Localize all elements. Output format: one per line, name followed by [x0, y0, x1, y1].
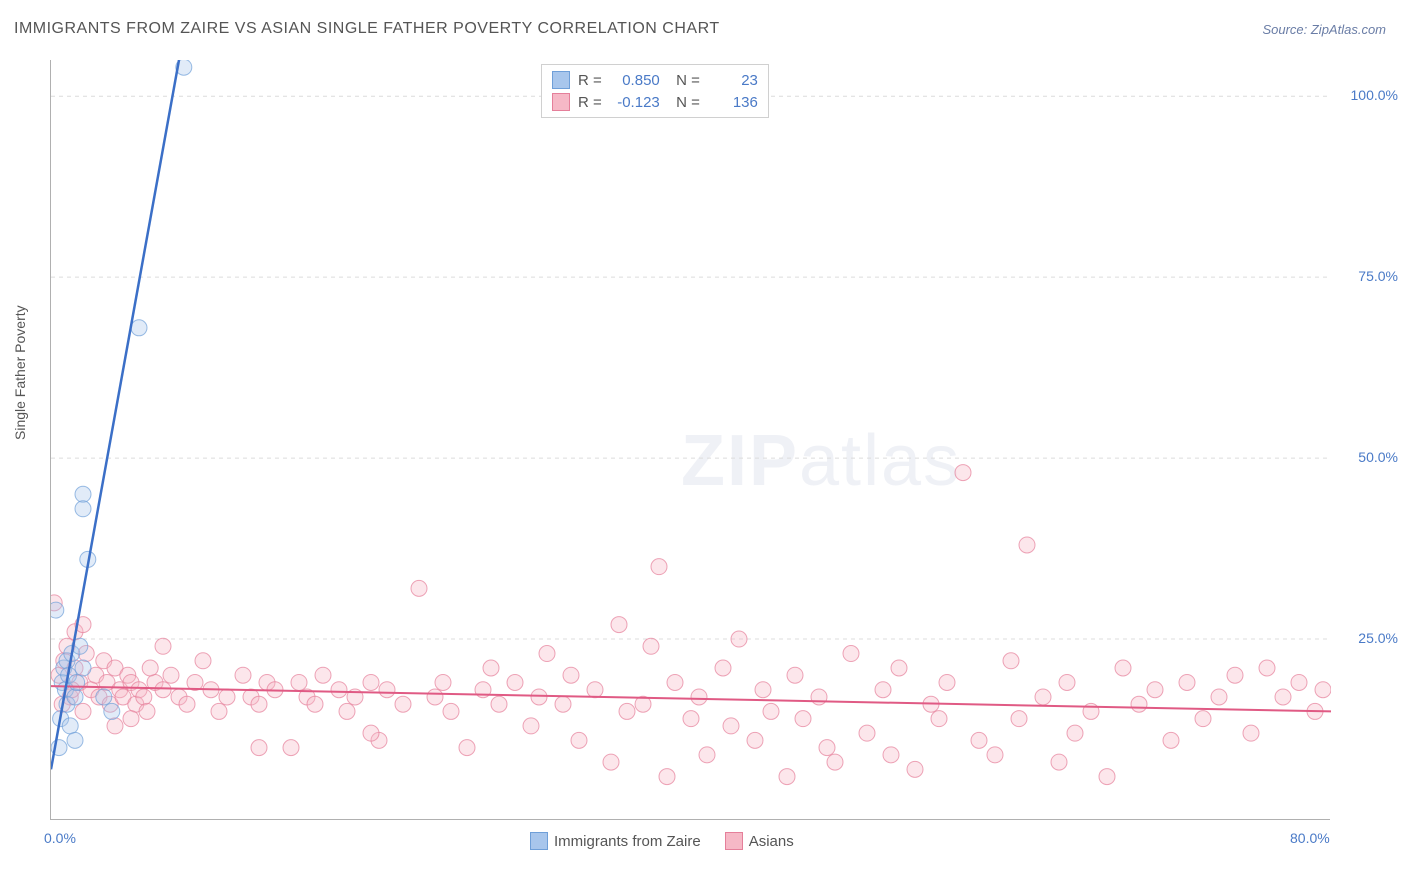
r-value-zaire: 0.850 [610, 72, 660, 89]
ytick-label: 100.0% [1338, 87, 1398, 103]
r-value-asians: -0.123 [610, 94, 660, 111]
n-value-zaire: 23 [708, 72, 758, 89]
ytick-label: 75.0% [1338, 268, 1398, 284]
ytick-label: 50.0% [1338, 449, 1398, 465]
y-axis-label: Single Father Poverty [12, 305, 28, 440]
corr-row-asians: R = -0.123 N = 136 [552, 91, 758, 113]
ytick-label: 25.0% [1338, 630, 1398, 646]
corr-row-zaire: R = 0.850 N = 23 [552, 69, 758, 91]
plot-box: ZIPatlas R = 0.850 N = 23 R = -0.123 N = [50, 60, 1330, 820]
chart-title: IMMIGRANTS FROM ZAIRE VS ASIAN SINGLE FA… [14, 20, 720, 38]
series-legend: Immigrants from Zaire Asians [530, 832, 794, 850]
xtick-label: 80.0% [1290, 830, 1330, 846]
legend-label-zaire: Immigrants from Zaire [554, 833, 701, 850]
legend-swatch-zaire [530, 832, 548, 850]
chart-area: ZIPatlas R = 0.850 N = 23 R = -0.123 N = [50, 60, 1330, 820]
correlation-legend: R = 0.850 N = 23 R = -0.123 N = 136 [541, 64, 769, 118]
swatch-zaire [552, 71, 570, 89]
legend-item-asians: Asians [725, 832, 794, 850]
n-value-asians: 136 [708, 94, 758, 111]
scatter-plot-svg [51, 60, 1331, 820]
legend-swatch-asians [725, 832, 743, 850]
swatch-asians [552, 93, 570, 111]
legend-item-zaire: Immigrants from Zaire [530, 832, 701, 850]
legend-label-asians: Asians [749, 833, 794, 850]
xtick-label: 0.0% [44, 830, 76, 846]
source-attribution: Source: ZipAtlas.com [1262, 22, 1386, 37]
